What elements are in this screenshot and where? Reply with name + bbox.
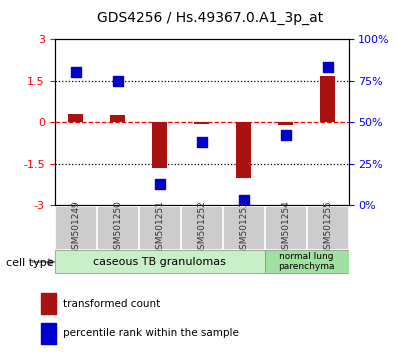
Text: GSM501249: GSM501249: [71, 200, 80, 255]
Text: caseous TB granulomas: caseous TB granulomas: [93, 257, 226, 267]
Bar: [236, 122, 251, 178]
Text: GSM501255: GSM501255: [323, 200, 332, 255]
Text: GSM501251: GSM501251: [155, 200, 164, 255]
Point: [324, 64, 331, 70]
Bar: [278, 122, 293, 125]
Bar: [41, 323, 56, 344]
FancyBboxPatch shape: [265, 206, 306, 249]
Point: [114, 78, 121, 84]
Point: [156, 181, 163, 187]
Bar: [41, 293, 56, 314]
Text: GSM501254: GSM501254: [281, 200, 290, 255]
Bar: [110, 115, 125, 122]
FancyBboxPatch shape: [181, 206, 222, 249]
Text: GDS4256 / Hs.49367.0.A1_3p_at: GDS4256 / Hs.49367.0.A1_3p_at: [97, 11, 323, 25]
FancyBboxPatch shape: [139, 206, 180, 249]
Text: cell type: cell type: [6, 258, 54, 268]
Text: GSM501252: GSM501252: [197, 200, 206, 255]
Point: [72, 69, 79, 75]
FancyBboxPatch shape: [97, 206, 138, 249]
Text: normal lung
parenchyma: normal lung parenchyma: [278, 252, 335, 271]
FancyBboxPatch shape: [55, 206, 96, 249]
Bar: [320, 76, 335, 122]
Point: [282, 133, 289, 138]
Text: GSM501250: GSM501250: [113, 200, 122, 255]
FancyBboxPatch shape: [55, 250, 265, 273]
Point: [240, 198, 247, 203]
Point: [198, 139, 205, 145]
FancyBboxPatch shape: [265, 250, 349, 273]
Bar: [194, 122, 209, 124]
FancyBboxPatch shape: [223, 206, 264, 249]
Bar: [68, 114, 83, 122]
Bar: [152, 122, 167, 168]
Text: percentile rank within the sample: percentile rank within the sample: [63, 329, 239, 338]
FancyBboxPatch shape: [307, 206, 348, 249]
Text: GSM501253: GSM501253: [239, 200, 248, 255]
Text: transformed count: transformed count: [63, 299, 160, 309]
